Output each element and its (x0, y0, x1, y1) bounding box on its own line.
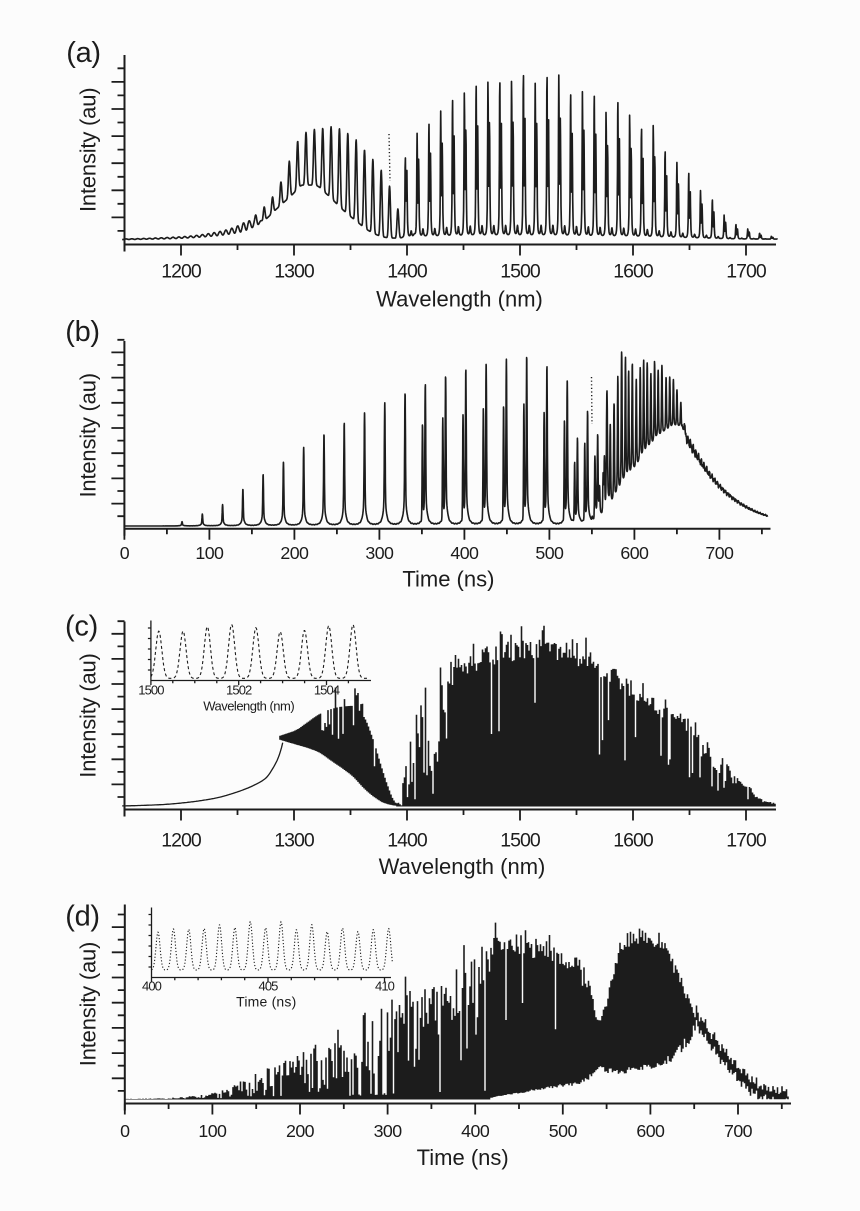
svg-text:200: 200 (286, 1121, 315, 1141)
svg-text:100: 100 (198, 1121, 227, 1141)
svg-text:1600: 1600 (613, 830, 654, 852)
svg-text:Time (ns): Time (ns) (417, 1145, 509, 1170)
svg-text:410: 410 (375, 979, 395, 994)
svg-text:(b): (b) (65, 316, 100, 348)
svg-text:1500: 1500 (500, 830, 541, 852)
svg-text:500: 500 (535, 543, 564, 563)
svg-text:1500: 1500 (138, 683, 164, 698)
svg-text:1502: 1502 (226, 683, 252, 698)
svg-text:500: 500 (549, 1121, 578, 1141)
svg-text:200: 200 (280, 543, 309, 563)
svg-text:1504: 1504 (314, 683, 340, 698)
svg-text:0: 0 (120, 543, 130, 563)
svg-text:1300: 1300 (274, 830, 315, 852)
svg-text:1200: 1200 (161, 261, 202, 283)
svg-text:700: 700 (724, 1121, 753, 1141)
svg-text:(c): (c) (65, 611, 98, 643)
svg-text:300: 300 (374, 1121, 403, 1141)
svg-text:600: 600 (620, 543, 649, 563)
svg-text:1700: 1700 (726, 830, 767, 852)
svg-text:0: 0 (120, 1121, 130, 1141)
svg-text:1400: 1400 (387, 261, 428, 283)
svg-text:Intensity (au): Intensity (au) (76, 88, 101, 212)
svg-text:1300: 1300 (274, 261, 315, 283)
svg-text:700: 700 (705, 543, 734, 563)
svg-text:Intensity (au): Intensity (au) (76, 942, 101, 1066)
svg-text:400: 400 (450, 543, 479, 563)
svg-text:1600: 1600 (613, 261, 654, 283)
svg-text:100: 100 (195, 543, 224, 563)
svg-text:400: 400 (461, 1121, 490, 1141)
svg-text:Wavelength (nm): Wavelength (nm) (379, 854, 546, 879)
svg-text:600: 600 (636, 1121, 665, 1141)
svg-text:300: 300 (365, 543, 394, 563)
svg-text:Time (ns): Time (ns) (236, 994, 296, 1010)
svg-text:Intensity (au): Intensity (au) (76, 653, 101, 777)
svg-text:Intensity (au): Intensity (au) (76, 373, 101, 497)
svg-text:Wavelength (nm): Wavelength (nm) (376, 286, 543, 311)
svg-text:405: 405 (259, 979, 279, 994)
svg-text:400: 400 (142, 979, 162, 994)
svg-text:Wavelength (nm): Wavelength (nm) (203, 699, 294, 714)
svg-text:Time (ns): Time (ns) (402, 566, 494, 591)
svg-text:(d): (d) (65, 901, 100, 933)
svg-text:1400: 1400 (387, 830, 428, 852)
svg-text:(a): (a) (66, 37, 101, 69)
svg-text:1200: 1200 (161, 830, 202, 852)
svg-text:1500: 1500 (500, 261, 541, 283)
svg-text:1700: 1700 (726, 261, 767, 283)
